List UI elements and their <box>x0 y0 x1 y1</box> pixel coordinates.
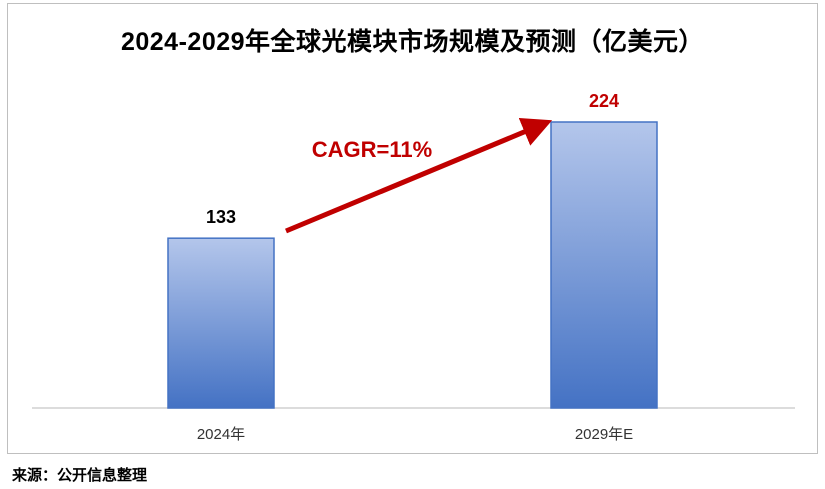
chart-title: 2024-2029年全球光模块市场规模及预测（亿美元） <box>120 28 705 56</box>
bar-1 <box>550 121 658 409</box>
bar-0 <box>167 237 275 409</box>
x-tick-label-0: 2024年 <box>197 426 245 443</box>
source-note: 来源：公开信息整理 <box>12 467 148 484</box>
chart-frame <box>7 3 818 454</box>
cagr-annotation: CAGR=11% <box>312 137 432 162</box>
data-label-1: 224 <box>589 91 619 111</box>
cagr-arrow <box>285 117 553 234</box>
data-label-0: 133 <box>206 207 236 227</box>
x-tick-label-1: 2029年E <box>575 426 633 443</box>
